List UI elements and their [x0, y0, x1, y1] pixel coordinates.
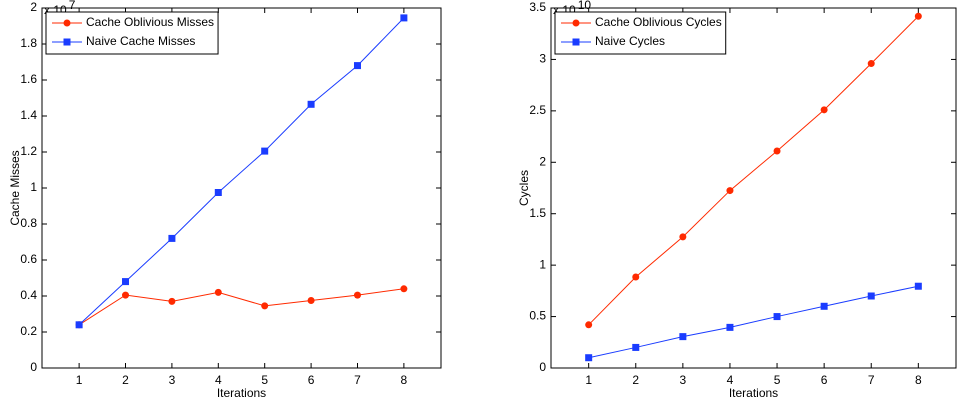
x-tick-label: 6 [821, 373, 828, 387]
legend-box [45, 11, 219, 55]
y-tick-label: 0.6 [20, 252, 37, 266]
marker [307, 297, 315, 304]
legend-label: Cache Oblivious Cycles [595, 15, 722, 29]
marker [168, 234, 176, 242]
marker [773, 313, 781, 321]
legend-marker [63, 38, 71, 46]
marker [400, 285, 408, 293]
marker [585, 321, 593, 329]
x-tick-label: 4 [215, 373, 222, 387]
y-tick-label: 0.8 [20, 216, 37, 230]
y-tick-label: 1.6 [20, 72, 37, 86]
x-tick-label: 2 [632, 373, 639, 387]
y-tick-label: 0 [539, 360, 546, 374]
x-tick-label: 3 [169, 373, 176, 387]
marker [585, 354, 593, 362]
plot-area [41, 7, 442, 369]
y-tick-label: 3.5 [529, 0, 546, 14]
y-tick-label: 1.5 [529, 206, 546, 220]
series-line [588, 15, 919, 326]
marker [75, 321, 83, 329]
y-tick-label: 1.4 [20, 108, 37, 122]
legend-label: Naive Cache Misses [86, 34, 195, 48]
marker [726, 323, 734, 331]
legend-box [554, 11, 727, 55]
y-tick-label: 0 [30, 360, 37, 374]
x-tick-label: 5 [774, 373, 781, 387]
y-tick-label: 0.2 [20, 324, 37, 338]
series-line [78, 288, 404, 326]
x-tick-label: 1 [585, 373, 592, 387]
y-tick-label: 1 [539, 257, 546, 271]
marker [679, 233, 687, 241]
plot-area [550, 7, 957, 369]
legend-marker [63, 19, 71, 27]
marker [867, 292, 875, 300]
x-tick-label: 7 [868, 373, 875, 387]
marker [307, 100, 315, 108]
y-scale-exponent: 10 [578, 0, 592, 12]
marker [820, 302, 828, 310]
y-tick-label: 0.4 [20, 288, 37, 302]
x-tick-label: 2 [122, 373, 129, 387]
marker [914, 12, 922, 20]
marker [168, 297, 176, 305]
x-tick-label: 8 [915, 373, 922, 387]
legend: Cache Oblivious Cycles Naive Cycles [554, 11, 727, 55]
y-tick-label: 0.5 [529, 309, 546, 323]
y-axis-label: Cache Misses [8, 150, 22, 225]
marker [122, 278, 130, 286]
marker [400, 14, 408, 22]
marker [820, 106, 828, 114]
legend-label: Cache Oblivious Misses [86, 15, 214, 29]
marker [214, 288, 222, 296]
series-line [588, 285, 919, 359]
y-tick-label: 1 [30, 180, 37, 194]
x-axis-label: Iterations [217, 386, 266, 400]
marker [214, 189, 222, 196]
marker [353, 291, 361, 299]
x-tick-label: 7 [354, 373, 361, 387]
marker [261, 147, 269, 155]
marker [679, 333, 687, 341]
y-tick-label: 3 [539, 52, 546, 66]
marker [867, 60, 875, 68]
marker [122, 291, 130, 299]
y-tick-label: 1.8 [20, 36, 37, 50]
x-tick-label: 3 [680, 373, 687, 387]
x-tick-label: 1 [76, 373, 83, 387]
y-axis-label: Cycles [517, 170, 531, 206]
marker [261, 302, 269, 310]
y-tick-label: 2 [30, 0, 37, 14]
x-tick-label: 8 [401, 373, 408, 387]
x-tick-label: 5 [261, 373, 268, 387]
marker [632, 273, 640, 281]
y-tick-label: 2.5 [529, 103, 546, 117]
x-tick-label: 6 [308, 373, 315, 387]
x-tick-label: 4 [727, 373, 734, 387]
x-axis-label: Iterations [729, 386, 778, 400]
legend: Cache Oblivious Misses Naive Cache Misses [45, 11, 219, 55]
legend-marker [572, 19, 580, 27]
y-tick-label: 1.2 [20, 144, 37, 158]
marker [773, 147, 781, 155]
marker [632, 343, 640, 351]
series-line [78, 17, 405, 326]
legend-label: Naive Cycles [595, 34, 665, 48]
marker [353, 62, 361, 70]
y-scale-exponent: 7 [69, 0, 76, 12]
legend-marker [572, 38, 580, 46]
y-tick-label: 2 [539, 154, 546, 168]
marker [914, 282, 922, 290]
marker [726, 187, 734, 195]
